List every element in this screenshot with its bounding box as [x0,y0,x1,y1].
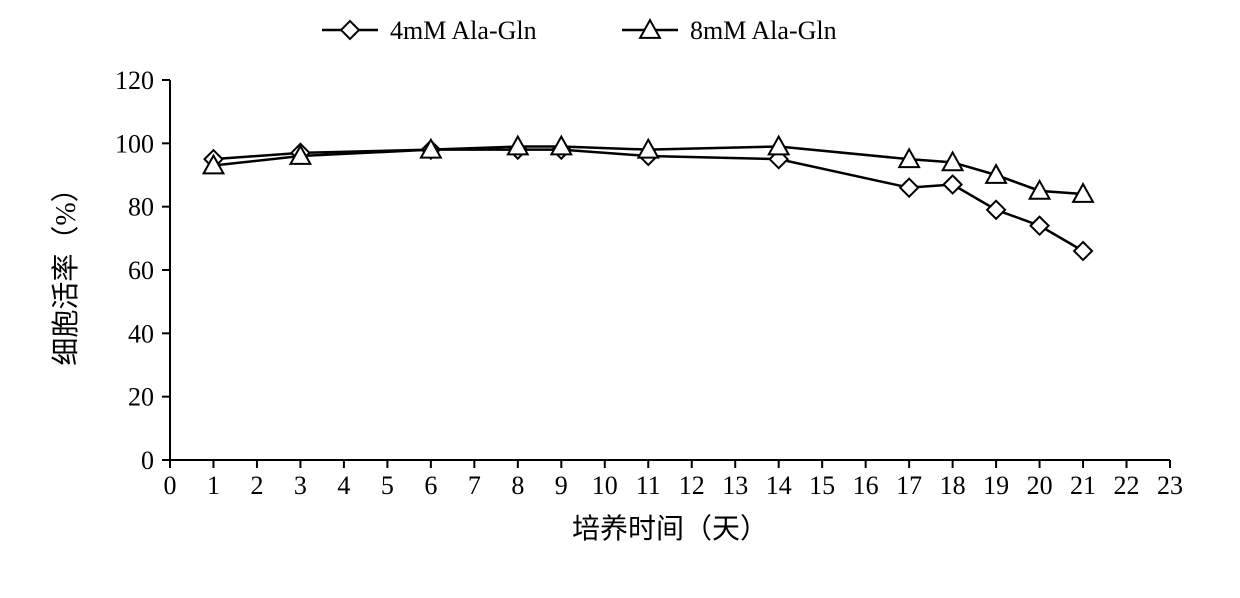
y-axis-label: 细胞活率（%） [50,174,82,365]
y-tick-label: 80 [128,193,154,222]
y-tick-label: 20 [128,383,154,412]
x-tick-label: 14 [766,471,792,500]
x-tick-label: 16 [853,471,879,500]
x-tick-label: 3 [294,471,307,500]
x-tick-label: 1 [207,471,220,500]
x-tick-label: 0 [164,471,177,500]
x-tick-label: 20 [1027,471,1053,500]
x-tick-label: 15 [809,471,835,500]
data-marker [987,201,1005,219]
x-tick-label: 21 [1070,471,1096,500]
x-tick-label: 11 [636,471,661,500]
chart-container: 4mM Ala-Gln8mM Ala-Gln020406080100120012… [0,0,1240,598]
data-marker [1031,217,1049,235]
data-marker [944,176,962,194]
x-tick-label: 4 [337,471,350,500]
x-tick-label: 18 [940,471,966,500]
x-tick-label: 19 [983,471,1009,500]
x-tick-label: 9 [555,471,568,500]
x-tick-label: 23 [1157,471,1183,500]
y-tick-label: 60 [128,256,154,285]
y-tick-label: 0 [141,446,154,475]
data-marker [1074,242,1092,260]
legend-label: 8mM Ala-Gln [690,16,837,45]
data-marker [900,179,918,197]
y-tick-label: 40 [128,319,154,348]
x-tick-label: 22 [1114,471,1140,500]
line-chart: 4mM Ala-Gln8mM Ala-Gln020406080100120012… [0,0,1240,598]
x-tick-label: 2 [250,471,263,500]
data-marker [1030,181,1050,199]
x-tick-label: 10 [592,471,618,500]
y-tick-label: 120 [115,66,154,95]
x-tick-label: 13 [722,471,748,500]
x-axis-label: 培养时间（天） [572,513,768,545]
legend-item: 8mM Ala-Gln [622,16,837,45]
x-tick-label: 6 [424,471,437,500]
x-tick-label: 8 [511,471,524,500]
y-tick-label: 100 [115,129,154,158]
legend-label: 4mM Ala-Gln [390,16,537,45]
legend-item: 4mM Ala-Gln [322,16,537,45]
x-tick-label: 12 [679,471,705,500]
x-tick-label: 5 [381,471,394,500]
x-tick-label: 7 [468,471,481,500]
x-tick-label: 17 [896,471,922,500]
